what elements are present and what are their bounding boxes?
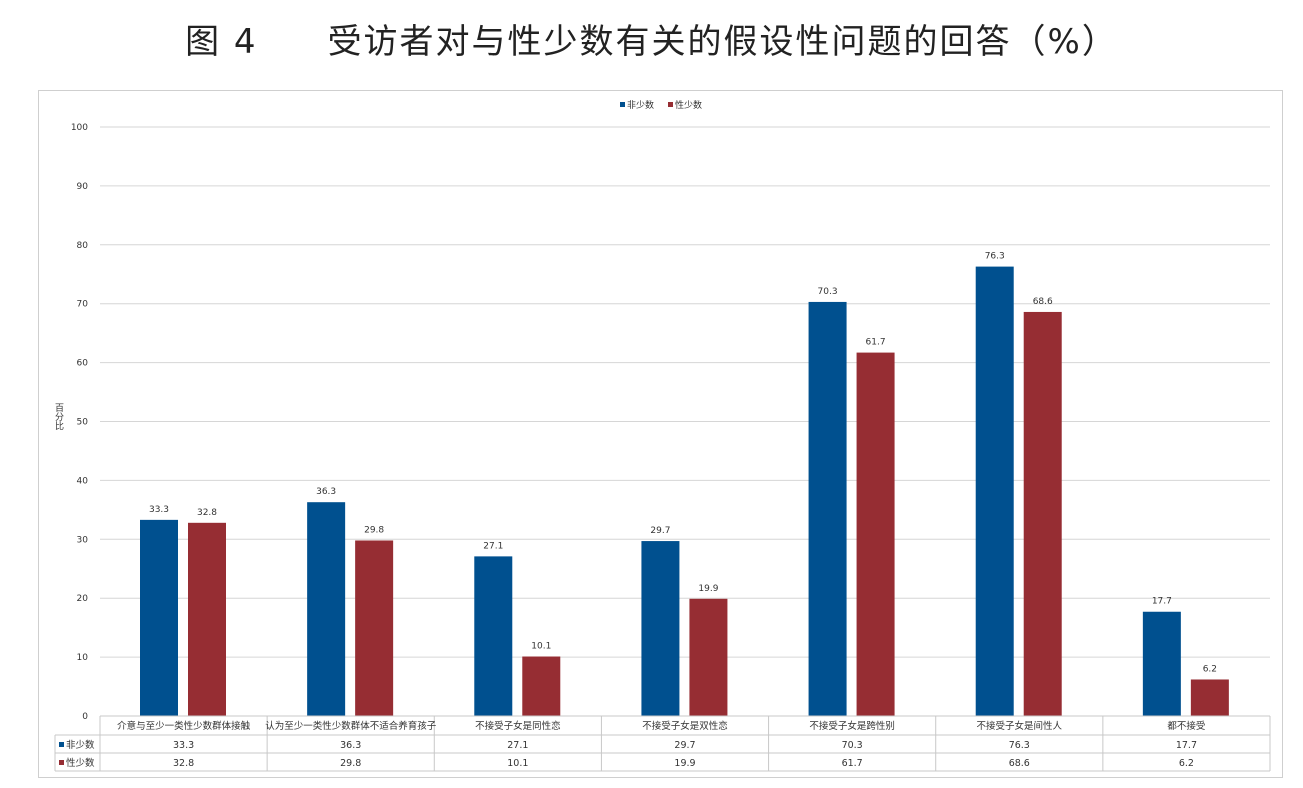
figure-title: 图 4 受访者对与性少数有关的假设性问题的回答（%） [0,14,1303,63]
y-tick-label: 50 [77,418,89,428]
y-tick-label: 80 [77,241,89,251]
data-label: 70.3 [818,287,838,297]
table-cell: 17.7 [1176,740,1197,751]
bar-non-minority [474,556,513,716]
category-label: 不接受子女是同性恋 [475,720,561,732]
bar-minority [522,656,561,716]
table-cell: 6.2 [1179,758,1194,769]
data-label: 29.7 [650,526,670,536]
bar-minority [1190,679,1229,716]
data-label: 27.1 [483,541,503,551]
bar-non-minority [140,519,178,716]
data-label: 76.3 [985,252,1005,262]
category-label: 认为至少一类性少数群体不适合养育孩子 [265,720,437,732]
bar-non-minority [641,541,680,716]
category-label: 都不接受 [1167,720,1205,732]
legend-label: 性少数 [675,99,702,111]
table-cell: 27.1 [507,740,528,751]
table-legend-swatch [59,760,64,765]
y-tick-label: 90 [77,182,89,192]
data-label: 10.1 [531,642,551,652]
category-label: 不接受子女是跨性别 [809,720,895,732]
data-label: 29.8 [364,525,384,535]
table-cell: 29.7 [674,740,695,751]
bar-minority [188,522,226,716]
table-cell: 76.3 [1009,740,1030,751]
category-label: 不接受子女是间性人 [977,720,1063,732]
y-tick-label: 10 [77,653,89,663]
legend-swatch [668,102,673,107]
table-cell: 36.3 [340,740,361,751]
table-cell: 61.7 [842,758,863,769]
category-label: 介意与至少一类性少数群体接触 [117,720,251,732]
legend-label: 非少数 [627,99,654,111]
table-cell: 10.1 [507,758,528,769]
bar-non-minority [808,301,847,716]
y-tick-label: 0 [82,712,88,722]
table-series-label: 非少数 [66,739,95,751]
y-tick-label: 30 [77,535,89,545]
y-tick-label: 40 [77,476,89,486]
data-label: 32.8 [197,508,217,518]
data-label: 33.3 [149,505,169,515]
bar-minority [856,352,895,716]
chart-frame [38,90,1283,778]
bar-non-minority [307,502,346,716]
y-tick-label: 20 [77,594,89,604]
table-cell: 32.8 [173,758,194,769]
data-label: 68.6 [1033,297,1053,307]
y-tick-label: 70 [77,300,89,310]
y-tick-label: 60 [77,359,89,369]
table-cell: 70.3 [842,740,863,751]
data-label: 6.2 [1203,664,1217,674]
data-label: 17.7 [1152,597,1172,607]
legend-swatch [620,102,625,107]
table-legend-swatch [59,742,64,747]
bar-non-minority [1142,611,1181,716]
y-axis-label: 百分比 [53,403,63,430]
bar-minority [689,598,728,716]
category-label: 不接受子女是双性恋 [642,720,728,732]
table-cell: 33.3 [173,740,194,751]
title-text: 受访者对与性少数有关的假设性问题的回答（%） [327,22,1118,62]
bar-minority [355,540,394,716]
table-series-label: 性少数 [66,757,95,769]
table-cell: 29.8 [340,758,361,769]
table-cell: 68.6 [1009,758,1030,769]
bar-non-minority [975,266,1014,716]
data-label: 19.9 [698,584,718,594]
data-label: 61.7 [866,338,886,348]
y-tick-label: 100 [71,123,88,133]
figure-label: 图 4 [185,22,258,62]
table-cell: 19.9 [674,758,695,769]
data-label: 36.3 [316,487,336,497]
bar-minority [1023,311,1062,716]
